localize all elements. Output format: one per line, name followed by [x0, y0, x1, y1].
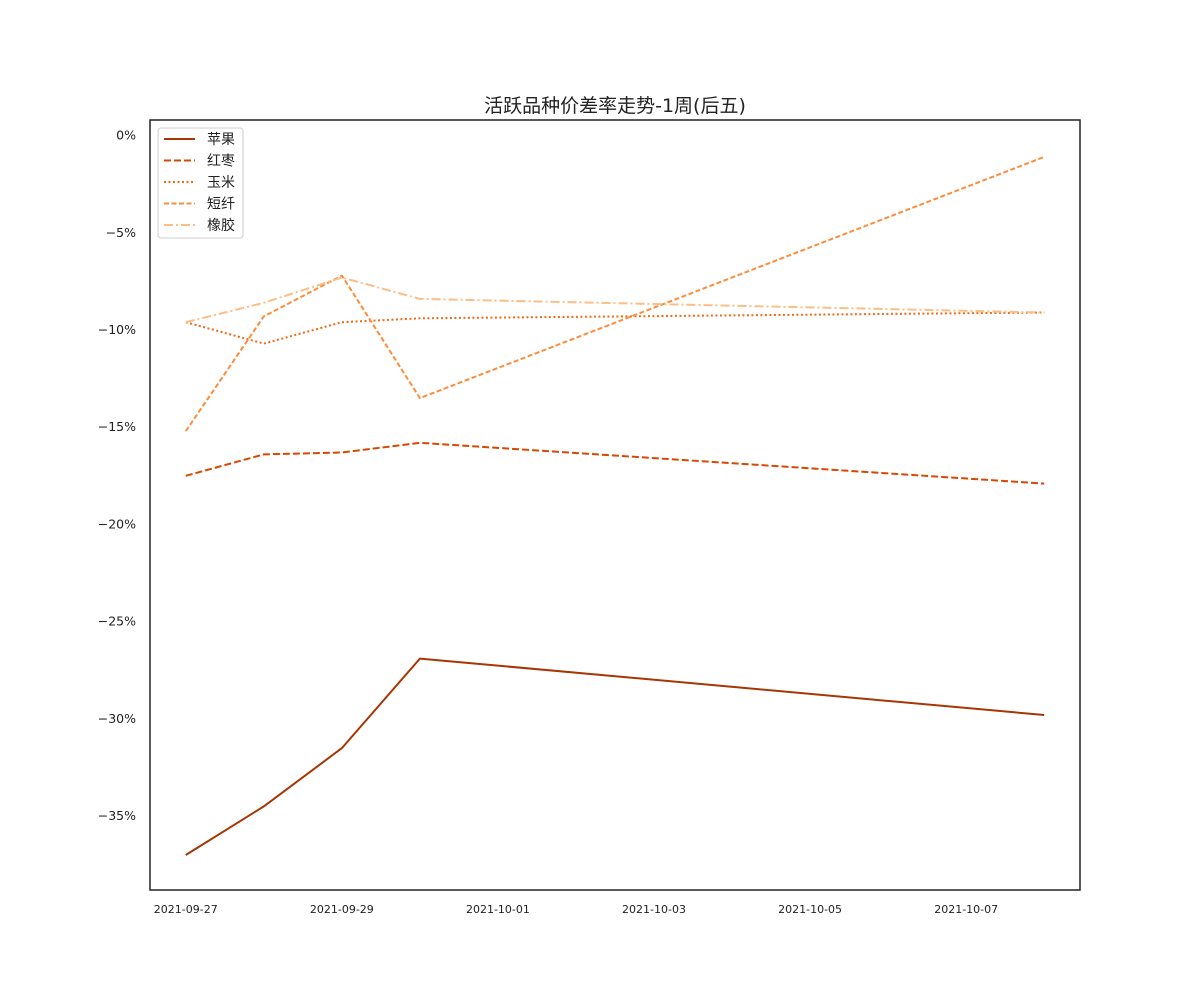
legend-box: [157, 127, 244, 239]
legend-label: 短纤: [207, 197, 235, 213]
y-tick-label: −10%: [98, 322, 136, 337]
series-line-4: [184, 155, 1045, 432]
plot-frame: [149, 119, 1081, 891]
x-tick-label: 2021-09-29: [310, 903, 374, 916]
legend-label: 玉米: [207, 175, 235, 191]
x-tick-label: 2021-10-07: [934, 903, 998, 916]
series-layer: [184, 155, 1045, 856]
legend-label: 橡胶: [207, 217, 235, 234]
y-tick-label: −35%: [98, 808, 136, 823]
y-tick-label: −20%: [98, 516, 136, 531]
x-axis: 2021-09-27 2021-09-29 2021-10-01 2021-10-03…: [154, 903, 998, 916]
y-tick-label: −15%: [98, 419, 136, 434]
x-tick-label: 2021-09-27: [154, 903, 218, 916]
y-tick-label: −30%: [98, 711, 136, 726]
x-tick-label: 2021-10-05: [778, 903, 842, 916]
y-axis: 0% −5% −10% −15% −20% −25% −30% −35%: [98, 128, 136, 824]
series-line-2: [185, 441, 1045, 485]
series-line-1: [185, 657, 1045, 856]
y-tick-label: 0%: [116, 128, 136, 143]
x-tick-label: 2021-10-03: [622, 903, 686, 916]
y-tick-label: −25%: [98, 614, 136, 629]
series-line-5: [185, 276, 1045, 324]
series-line-3: [185, 311, 1045, 345]
legend-label: 红枣: [207, 154, 235, 170]
legend-label: 苹果: [207, 132, 235, 148]
y-tick-label: −5%: [106, 225, 136, 240]
x-tick-label: 2021-10-01: [466, 903, 530, 916]
chart-title: 活跃品种价差率走势-1周(后五): [484, 95, 746, 117]
